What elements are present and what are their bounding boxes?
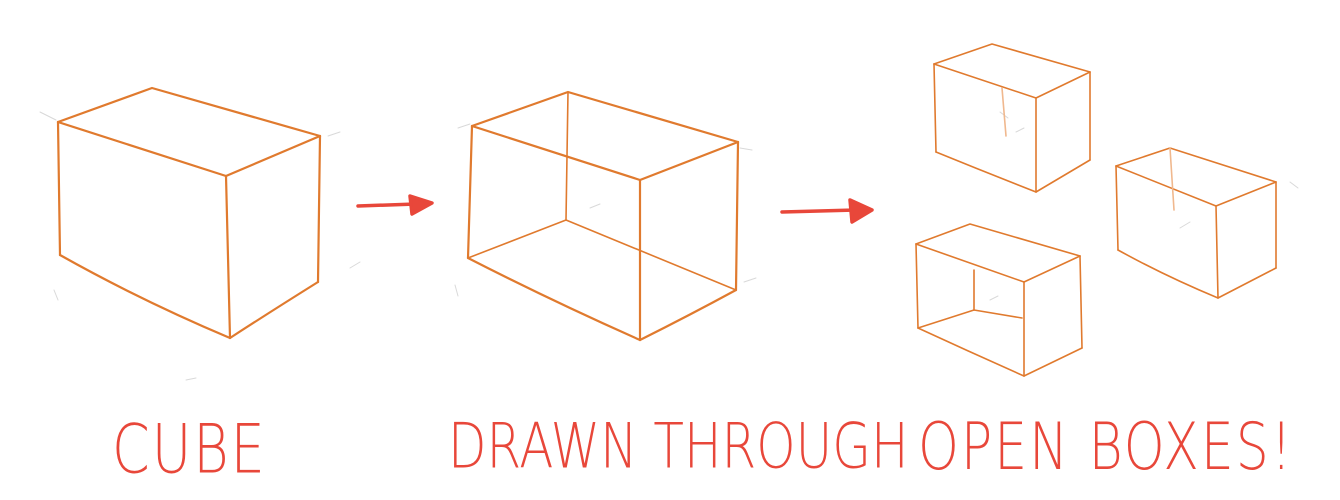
caption-drawn-through: DRAWN THROUGH [448, 410, 909, 483]
caption-open-boxes: OPEN BOXES! [918, 410, 1294, 485]
open-box-right [1115, 147, 1277, 299]
solid-cube-sketch [56, 86, 322, 340]
arrow-drawn-to-open [780, 198, 874, 224]
arrow-cube-to-drawn [356, 194, 434, 216]
caption-cube: CUBE [112, 410, 267, 489]
construction-guides [39, 111, 1299, 381]
open-box-bottom [915, 223, 1083, 377]
open-box-top [933, 43, 1091, 193]
drawn-through-box-sketch [466, 90, 740, 342]
